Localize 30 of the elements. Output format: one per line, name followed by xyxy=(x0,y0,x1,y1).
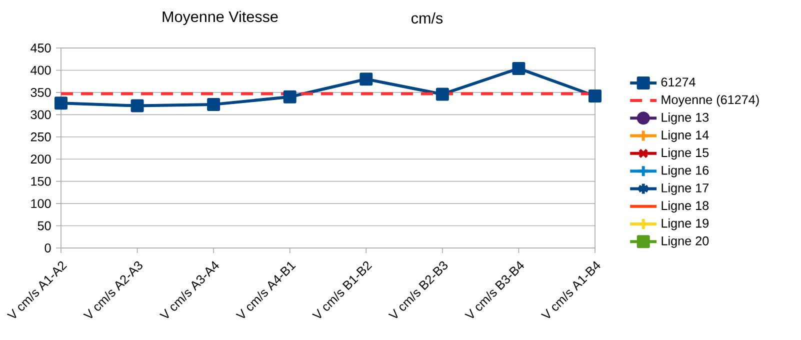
legend-label: Ligne 15 xyxy=(662,148,709,160)
point xyxy=(283,90,296,104)
y-tick-label: 250 xyxy=(30,132,51,142)
y-tick-label: 0 xyxy=(44,244,51,252)
point xyxy=(436,88,449,101)
point xyxy=(207,98,220,111)
legend-label: Ligne 17 xyxy=(662,183,709,195)
point xyxy=(54,96,68,110)
legend-label: Ligne 16 xyxy=(662,165,709,178)
y-tick-label: 150 xyxy=(31,176,51,186)
legend-label: Ligne 20 xyxy=(662,236,709,248)
legend-label: Ligne 13 xyxy=(662,112,709,124)
legend-label: Ligne 19 xyxy=(662,218,709,230)
legend-label: Ligne 14 xyxy=(662,130,709,142)
y-tick-label: 400 xyxy=(30,66,51,75)
legend-label: 61274 xyxy=(661,78,696,87)
y-tick-label: 300 xyxy=(30,110,51,120)
chart-title: Moyenne Vitesse xyxy=(162,10,278,26)
legend-label: Moyenne (61274) xyxy=(662,94,759,107)
point xyxy=(360,72,373,86)
y-tick-label: 100 xyxy=(31,199,51,208)
point xyxy=(130,99,144,112)
y-tick-label: 450 xyxy=(30,44,51,52)
point xyxy=(512,62,526,75)
point xyxy=(588,90,602,102)
y-tick-label: 350 xyxy=(30,88,51,97)
y-tick-label: 50 xyxy=(38,221,51,230)
y-tick-label: 200 xyxy=(30,154,51,164)
chart-subtitle: cm/s xyxy=(412,12,443,24)
legend-label: Ligne 18 xyxy=(662,200,709,213)
